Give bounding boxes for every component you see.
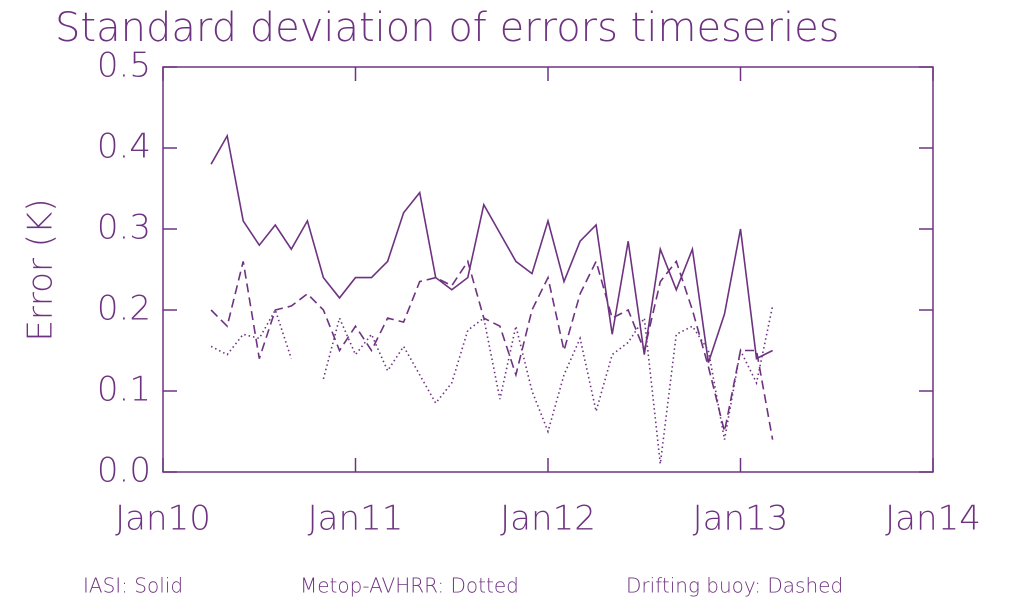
x-tick-label: Jan14: [885, 499, 981, 539]
y-axis-label: Error (K): [21, 198, 61, 341]
y-tick-label: 0.5: [97, 46, 151, 86]
x-tick-label: Jan11: [308, 499, 404, 539]
series-line: [210, 259, 774, 440]
y-tick-label: 0.4: [97, 127, 151, 167]
series-line: [210, 305, 774, 464]
x-tick-label: Jan12: [500, 499, 596, 539]
legend-entry: IASI: Solid: [83, 574, 183, 598]
y-tick-label: 0.3: [97, 208, 151, 248]
y-tick-label: 0.0: [97, 451, 151, 491]
chart-title: Standard deviation of errors timeseries: [55, 5, 840, 51]
series-line: [210, 133, 773, 363]
legend-entry: Metop-AVHRR: Dotted: [300, 574, 519, 598]
x-tick-label: Jan13: [693, 499, 789, 539]
legend-entry: Drifting buoy: Dashed: [626, 574, 843, 598]
y-tick-label: 0.1: [97, 370, 151, 410]
plot-frame: [162, 66, 934, 473]
y-tick-label: 0.2: [97, 289, 151, 329]
x-tick-label: Jan10: [115, 499, 211, 539]
